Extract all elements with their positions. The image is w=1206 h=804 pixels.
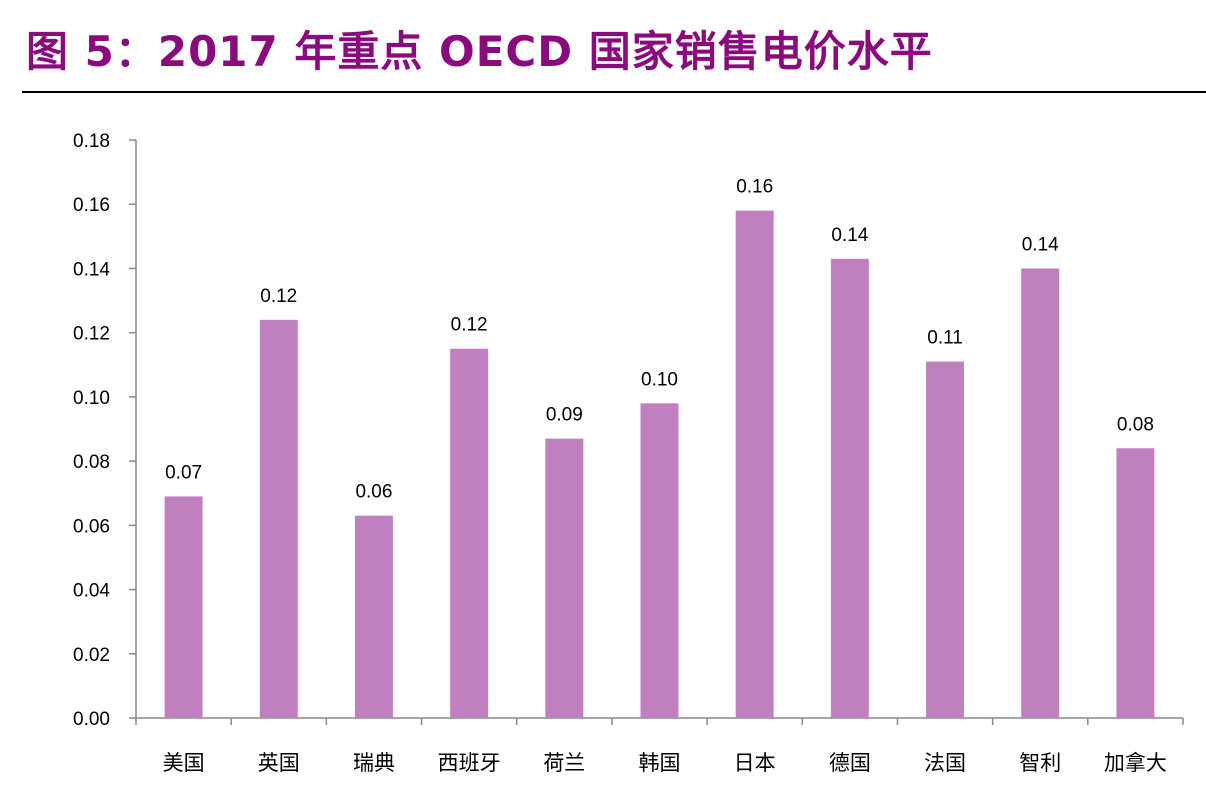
data-label: 0.07 xyxy=(165,462,202,483)
bar xyxy=(640,403,679,718)
data-label: 0.16 xyxy=(736,177,773,198)
y-tick-label: 0.12 xyxy=(73,324,110,345)
bar xyxy=(1021,268,1060,718)
x-category-label: 西班牙 xyxy=(438,751,501,775)
data-label: 0.14 xyxy=(1022,234,1059,255)
figure-title: 图 5：2017 年重点 OECD 国家销售电价水平 xyxy=(26,27,933,76)
bar xyxy=(830,258,869,718)
bar xyxy=(450,348,489,718)
x-category-label: 法国 xyxy=(924,751,966,775)
y-tick-label: 0.00 xyxy=(73,709,110,730)
y-tick-label: 0.06 xyxy=(73,516,110,537)
y-tick-label: 0.08 xyxy=(73,452,110,473)
data-label: 0.12 xyxy=(260,286,297,307)
y-tick-label: 0.10 xyxy=(73,388,110,409)
data-label: 0.09 xyxy=(546,405,583,426)
bar xyxy=(164,496,203,718)
y-tick-label: 0.14 xyxy=(73,259,110,280)
data-label: 0.14 xyxy=(831,225,868,246)
bar xyxy=(1116,448,1155,718)
data-label: 0.08 xyxy=(1117,414,1154,435)
x-category-label: 美国 xyxy=(163,751,205,775)
y-tick-label: 0.04 xyxy=(73,581,110,602)
bar xyxy=(545,438,584,718)
x-category-label: 英国 xyxy=(258,751,300,775)
bar xyxy=(926,361,965,718)
data-label: 0.10 xyxy=(641,369,678,390)
bar xyxy=(354,515,393,718)
bar xyxy=(259,319,298,718)
data-label: 0.06 xyxy=(355,482,392,503)
title-divider xyxy=(22,91,1206,93)
x-category-label: 荷兰 xyxy=(543,751,585,775)
y-tick-label: 0.18 xyxy=(73,131,110,152)
y-tick-label: 0.16 xyxy=(73,195,110,216)
x-category-label: 韩国 xyxy=(639,751,681,775)
bar xyxy=(735,210,774,718)
y-tick-label: 0.02 xyxy=(73,645,110,666)
x-category-label: 加拿大 xyxy=(1104,751,1167,775)
x-category-label: 日本 xyxy=(734,751,776,775)
data-label: 0.11 xyxy=(927,328,963,349)
x-category-label: 瑞典 xyxy=(353,751,395,775)
data-label: 0.12 xyxy=(451,315,488,336)
x-category-label: 德国 xyxy=(829,751,871,775)
x-category-label: 智利 xyxy=(1019,751,1061,775)
